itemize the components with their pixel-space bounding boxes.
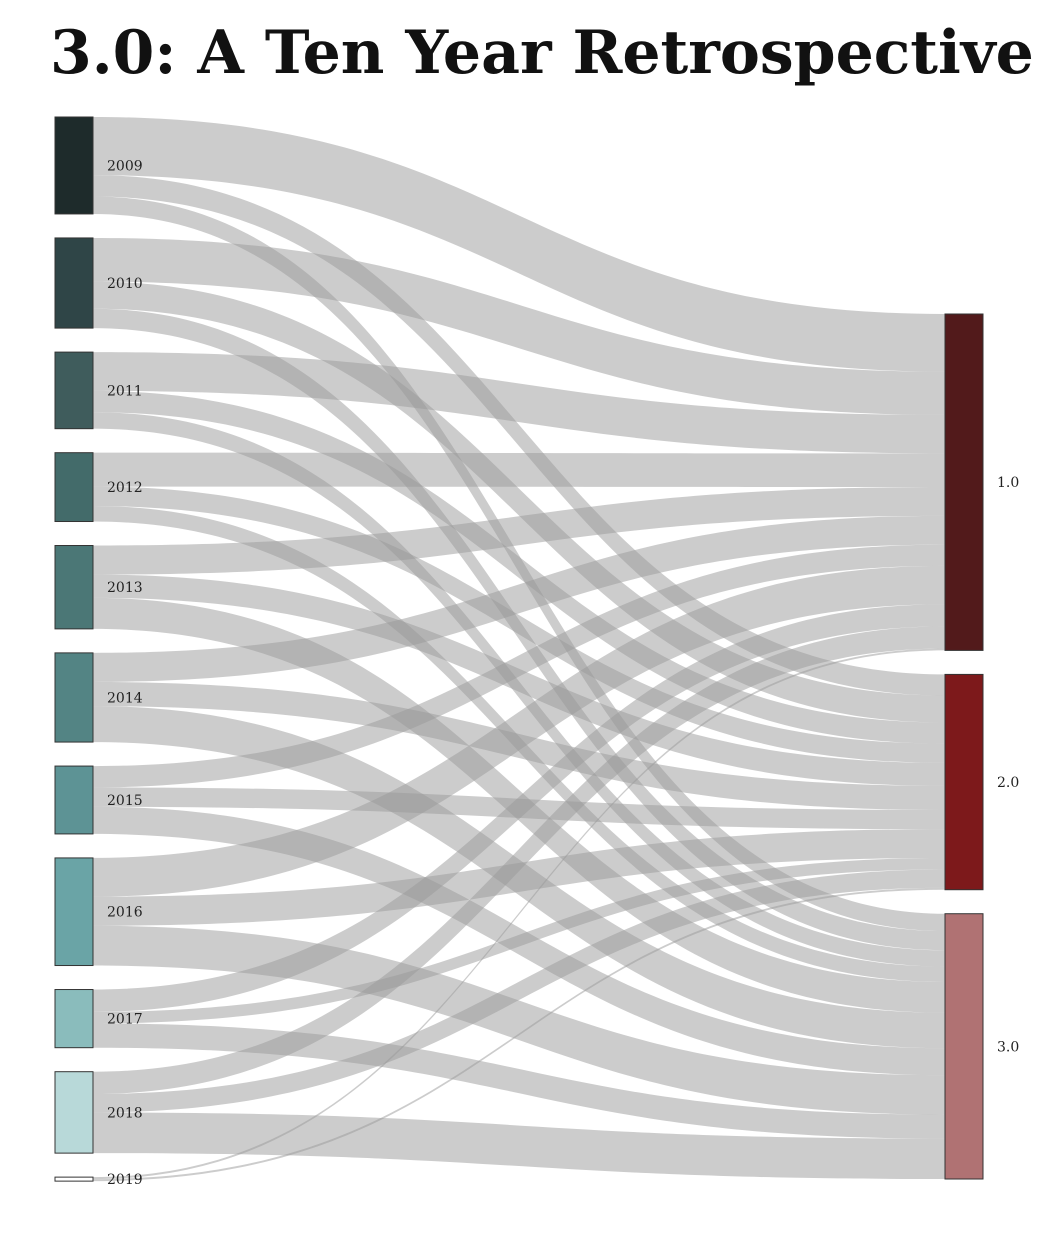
link-2018-to-3.0: [93, 1112, 945, 1179]
label-2016: 2016: [107, 905, 143, 921]
label-3.0: 3.0: [997, 1039, 1019, 1055]
label-2010: 2010: [107, 276, 143, 292]
node-2013: [54, 545, 94, 630]
link-2017-to-1.0: [93, 604, 945, 1012]
link-2013-to-1.0: [93, 487, 945, 575]
node-2011: [54, 351, 94, 430]
label-2013: 2013: [107, 580, 143, 596]
link-2010-to-1.0: [93, 237, 945, 415]
label-2014: 2014: [107, 690, 143, 706]
node-2009: [54, 116, 94, 215]
link-2019-to-2.0: [93, 887, 945, 1182]
link-2016-to-2.0: [93, 829, 945, 926]
label-2011: 2011: [107, 383, 143, 399]
page-title: 3.0: A Ten Year Retrospective: [50, 18, 1034, 88]
node-1.0: [944, 313, 984, 651]
node-2014: [54, 652, 94, 743]
node-2010: [54, 237, 94, 329]
node-2016: [54, 857, 94, 967]
label-2012: 2012: [107, 480, 143, 496]
link-2010-to-2.0: [93, 281, 945, 723]
link-2011-to-1.0: [93, 352, 945, 454]
link-2018-to-1.0: [93, 626, 945, 1094]
label-2017: 2017: [107, 1012, 143, 1028]
link-2015-to-1.0: [93, 544, 945, 788]
node-2015: [54, 765, 94, 835]
link-2017-to-3.0: [93, 1023, 945, 1139]
node-2017: [54, 989, 94, 1049]
link-2019-to-1.0: [93, 648, 945, 1180]
link-2016-to-1.0: [93, 565, 945, 897]
label-2018: 2018: [107, 1105, 143, 1121]
label-1.0: 1.0: [997, 475, 1019, 491]
label-2.0: 2.0: [997, 775, 1019, 791]
link-2009-to-2.0: [93, 175, 945, 696]
node-2012: [54, 452, 94, 523]
chart-nodes: [54, 116, 984, 1182]
label-2009: 2009: [107, 158, 143, 174]
link-2016-to-3.0: [93, 925, 945, 1115]
label-2015: 2015: [107, 793, 143, 809]
label-2019: 2019: [107, 1172, 143, 1188]
node-2018: [54, 1071, 94, 1154]
link-2009-to-1.0: [93, 117, 945, 372]
link-2011-to-2.0: [93, 390, 945, 744]
link-2012-to-1.0: [93, 452, 945, 488]
flow-links: [93, 117, 945, 1182]
link-2012-to-2.0: [93, 486, 945, 763]
link-2017-to-2.0: [93, 857, 945, 1024]
node-2.0: [944, 673, 984, 891]
link-2018-to-2.0: [93, 869, 945, 1113]
link-2013-to-2.0: [93, 574, 945, 786]
node-2019: [54, 1176, 94, 1182]
chart-labels: 2009 2010 2011 2012 2013 2014 2015 2016 2017 2018…: [107, 158, 1019, 1188]
node-3.0: [944, 913, 984, 1180]
link-2014-to-1.0: [93, 515, 945, 682]
